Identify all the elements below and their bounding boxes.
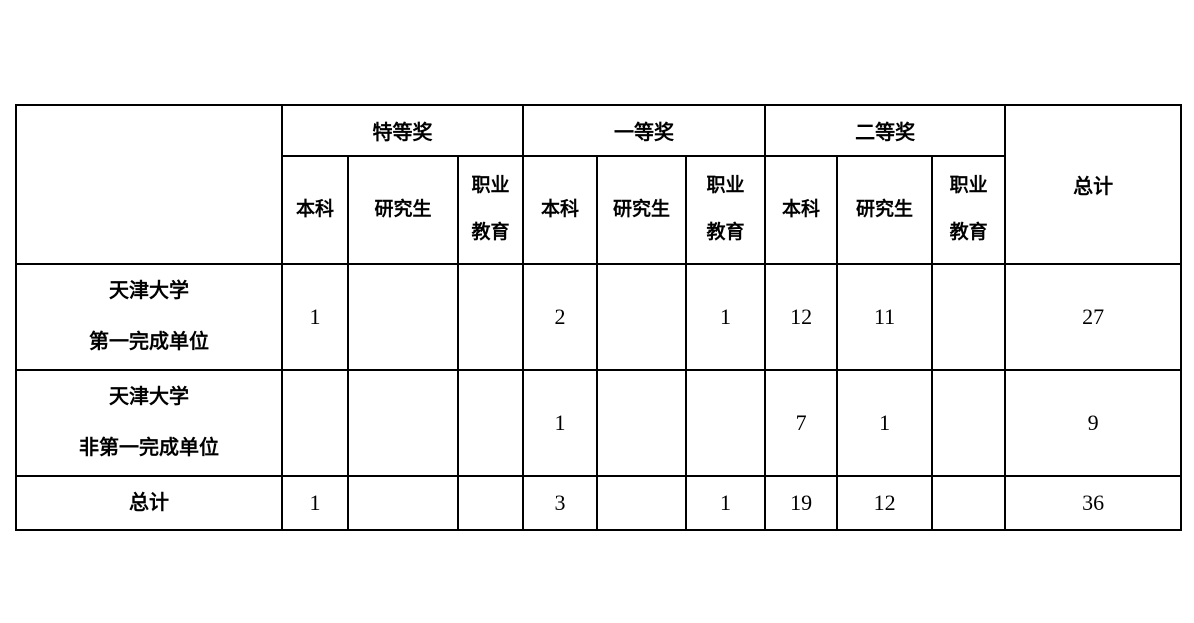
value-cell [596,369,688,477]
row-label-non-first-completion: 天津大学 非第一完成单位 [15,369,283,477]
sub-header-undergrad: 本科 [764,155,839,265]
value-cell: 11 [836,263,934,371]
awards-summary-table: 特等奖 一等奖 二等奖 总计 本科 研究生 职业 教育 本科 研究生 职业 教育 本… [15,104,1183,531]
table-header-group-row: 特等奖 一等奖 二等奖 总计 [15,104,1183,265]
value-cell [347,369,459,477]
sub-header-vocational: 职业 教育 [931,155,1007,265]
group-header-second-prize: 二等奖 [764,104,1007,157]
value-cell [596,475,688,531]
value-cell: 12 [764,263,839,371]
value-cell: 9 [1004,369,1183,477]
table-header-sub-row: 本科 研究生 职业 教育 本科 研究生 职业 教育 本科 研究生 职业 教育 [16,155,1181,265]
value-cell [347,263,459,371]
sub-header-undergrad: 本科 [281,155,349,265]
row-label-first-completion: 天津大学 第一完成单位 [15,263,283,371]
value-cell: 3 [522,475,599,531]
value-cell [456,263,525,371]
value-cell: 1 [685,263,767,371]
value-cell [685,369,767,477]
value-cell: 1 [522,369,599,477]
value-cell: 12 [836,475,934,531]
value-cell [931,369,1007,477]
sub-header-graduate: 研究生 [596,155,688,265]
row-label-grand-total: 总计 [15,475,283,531]
total-column-header: 总计 [1004,104,1183,265]
value-cell [281,369,349,477]
value-cell: 19 [764,475,839,531]
sub-header-undergrad: 本科 [522,155,599,265]
value-cell [347,475,459,531]
table-row: 天津大学 第一完成单位 1 2 1 12 11 27 [15,263,1183,371]
group-header-special-prize: 特等奖 [280,104,525,157]
corner-empty-cell [15,104,283,265]
value-cell: 1 [685,475,767,531]
value-cell: 1 [281,263,349,371]
table-row: 天津大学 非第一完成单位 1 7 1 9 [15,369,1183,477]
value-cell [456,475,525,531]
value-cell [456,369,525,477]
sub-header-graduate: 研究生 [347,155,459,265]
group-header-first-prize: 一等奖 [522,104,767,157]
value-cell [931,475,1007,531]
value-cell: 36 [1004,475,1183,531]
value-cell: 2 [522,263,599,371]
value-cell: 1 [836,369,934,477]
sub-header-graduate: 研究生 [836,155,934,265]
table-row-total: 总计 1 3 1 19 12 36 [15,475,1183,531]
sub-header-vocational: 职业 教育 [456,155,525,265]
value-cell [596,263,688,371]
value-cell: 7 [764,369,839,477]
value-cell: 1 [281,475,349,531]
value-cell [931,263,1007,371]
value-cell: 27 [1004,263,1183,371]
sub-header-vocational: 职业 教育 [685,155,767,265]
